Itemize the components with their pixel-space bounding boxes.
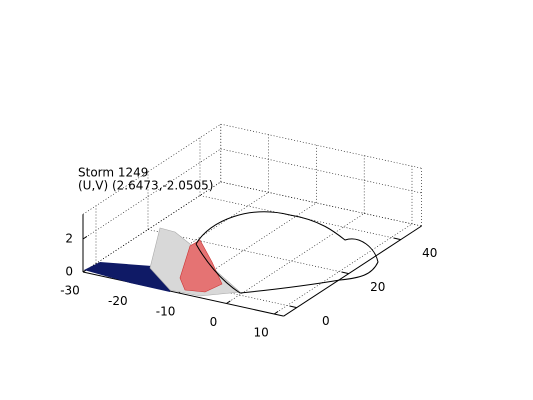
tick-mark xyxy=(289,305,297,309)
chart-title: Storm 1249 xyxy=(78,166,148,180)
x-tick-label: -10 xyxy=(156,305,176,319)
x-tick-label: -20 xyxy=(108,294,128,308)
grid-line xyxy=(147,229,349,274)
x-axis xyxy=(82,271,284,317)
y-axis xyxy=(283,225,422,317)
x-tick-label: -30 xyxy=(60,284,80,298)
tick-mark xyxy=(82,236,88,240)
grid-line xyxy=(82,181,221,273)
contour xyxy=(195,211,379,294)
chart-subtitle: (U,V) (2.6473,-2.0505) xyxy=(78,179,213,193)
y-tick-label: 20 xyxy=(370,280,385,294)
box-edge xyxy=(220,123,422,169)
plot-area xyxy=(84,211,379,297)
x-tick-label: 0 xyxy=(210,315,218,329)
y-tick-label: 0 xyxy=(322,314,330,328)
tick-mark xyxy=(393,237,401,241)
x-tick-label: 10 xyxy=(254,326,269,340)
grid-line xyxy=(220,148,422,194)
y-tick-label: 40 xyxy=(422,246,437,260)
grid-line xyxy=(220,181,422,227)
tick-mark xyxy=(226,300,231,304)
z-tick-label: 0 xyxy=(65,265,73,279)
grid-line xyxy=(82,148,221,240)
tick-mark xyxy=(273,311,279,315)
grid-line xyxy=(274,223,413,315)
z-tick-label: 2 xyxy=(65,232,73,246)
grid-line xyxy=(226,213,365,304)
box-edge xyxy=(82,123,221,215)
surface-patch xyxy=(84,262,172,292)
tick-mark xyxy=(341,271,349,275)
